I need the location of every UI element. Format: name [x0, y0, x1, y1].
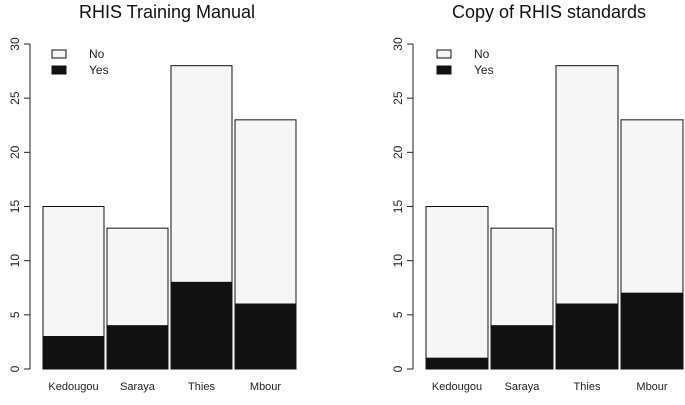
legend-label-yes: Yes: [89, 63, 109, 77]
legend-swatch-no: [436, 49, 452, 59]
bar-no-mbour: [620, 119, 684, 294]
chart-panel-rhis-standards: Copy of RHIS standards 0 5 10 15 20 25 30 Kedoug…: [391, 2, 684, 393]
y-tick-label: 20: [391, 145, 405, 159]
bar-yes-mbour: [234, 303, 297, 370]
y-tick-label: 5: [8, 311, 22, 318]
bar-no-thies: [555, 65, 619, 305]
x-category-label: Thies: [574, 381, 601, 393]
bar-no-kedougou: [425, 206, 489, 359]
legend-label-no: No: [89, 47, 105, 61]
y-tick-label: 0: [391, 365, 405, 372]
y-tick-label: 30: [391, 37, 405, 51]
bar-yes-mbour: [620, 292, 684, 370]
bar-yes-thies: [555, 303, 619, 370]
y-tick-label: 25: [391, 91, 405, 105]
legend-swatch-no: [51, 49, 67, 59]
legend-swatch-yes: [436, 65, 452, 75]
bar-no-saraya: [490, 227, 554, 327]
bar-no-saraya: [106, 227, 169, 327]
bar-no-mbour: [234, 119, 297, 305]
y-tick-label: 30: [8, 37, 22, 51]
x-category-label: Thies: [188, 381, 215, 393]
y-tick-label: 15: [8, 200, 22, 214]
x-category-label: Mbour: [636, 381, 668, 393]
bar-no-kedougou: [42, 206, 105, 337]
x-category-label: Kedougou: [432, 381, 482, 393]
legend-swatch-yes: [51, 65, 67, 75]
y-tick-label: 20: [8, 145, 22, 159]
x-category-label: Mbour: [250, 381, 282, 393]
y-tick-label: 10: [8, 254, 22, 268]
x-category-label: Kedougou: [48, 381, 98, 393]
y-tick-label: 0: [8, 365, 22, 372]
x-category-label: Saraya: [505, 381, 541, 393]
bar-yes-saraya: [490, 325, 554, 370]
legend-label-yes: Yes: [474, 63, 494, 77]
bar-yes-thies: [170, 281, 233, 370]
y-tick-label: 25: [8, 91, 22, 105]
chart-panel-training-manual: RHIS Training Manual 0 5 10 15 20 25 30 Kedougou…: [8, 2, 297, 393]
chart-title: RHIS Training Manual: [79, 2, 255, 22]
legend-label-no: No: [474, 47, 490, 61]
y-tick-label: 15: [391, 200, 405, 214]
bar-yes-saraya: [106, 325, 169, 370]
y-tick-label: 10: [391, 254, 405, 268]
chart-title: Copy of RHIS standards: [452, 2, 646, 22]
y-tick-label: 5: [391, 311, 405, 318]
bar-no-thies: [170, 65, 233, 283]
x-category-label: Saraya: [120, 381, 156, 393]
bar-yes-kedougou: [42, 336, 105, 370]
bar-yes-kedougou: [425, 357, 489, 370]
